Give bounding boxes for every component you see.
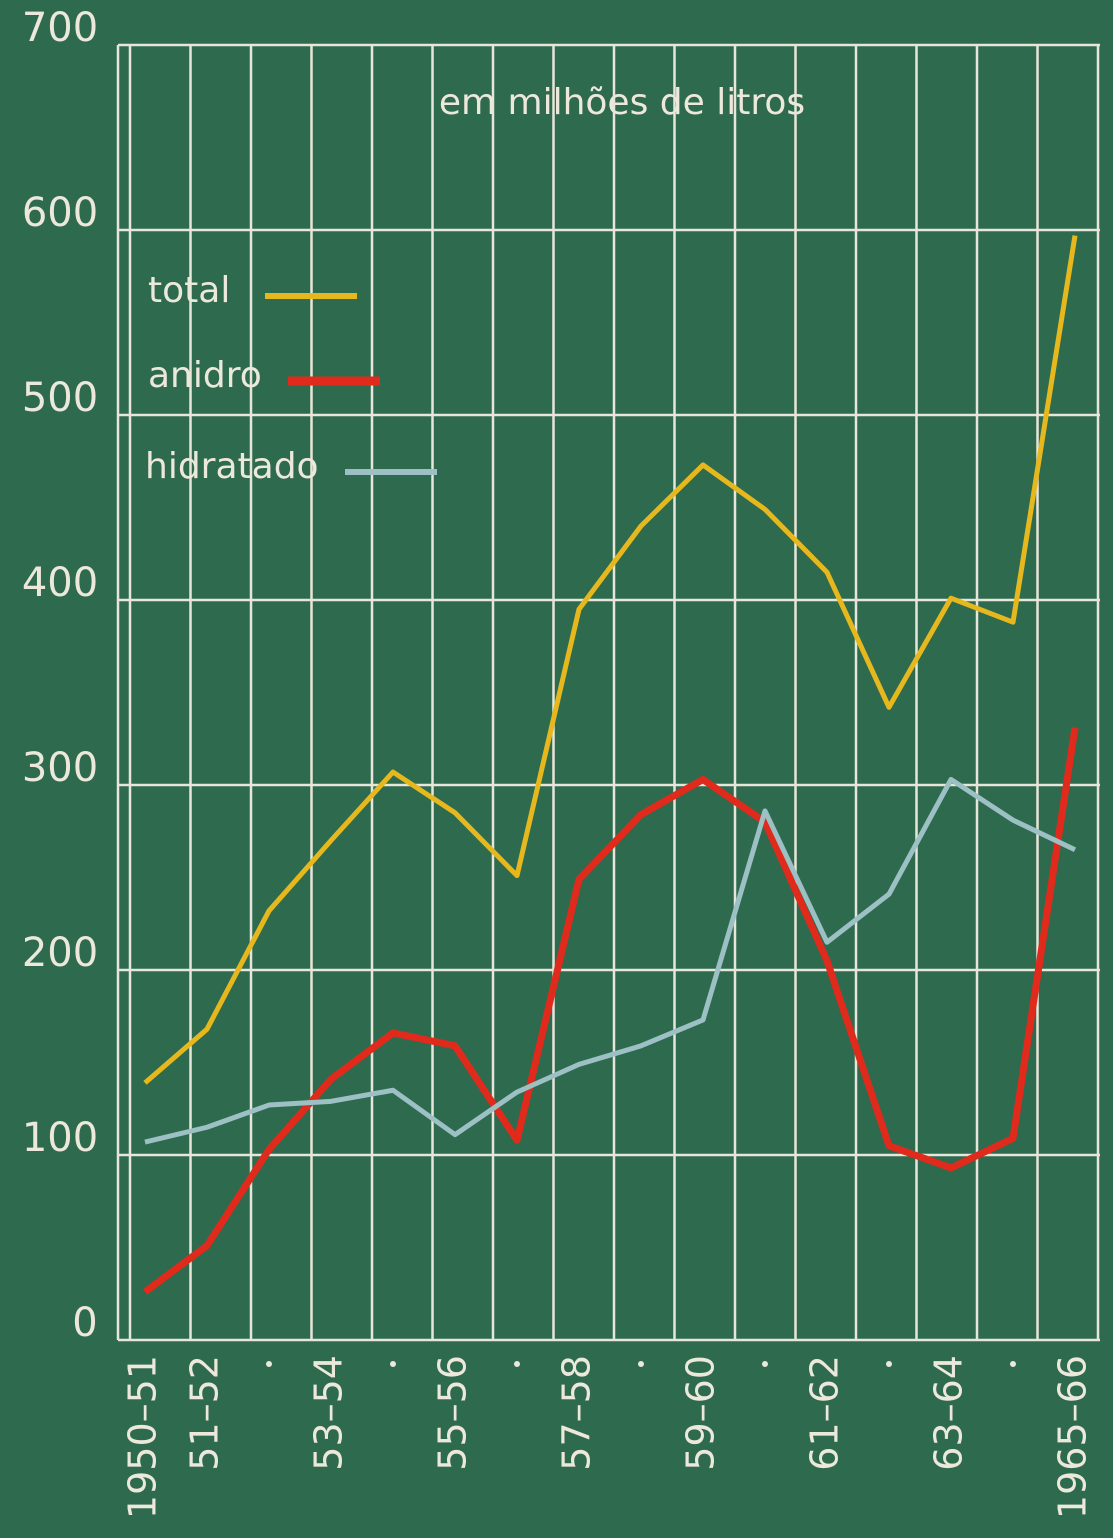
x-tick-dot <box>762 1361 768 1367</box>
y-tick-label: 600 <box>22 190 98 236</box>
x-tick-label: 51–52 <box>183 1355 227 1471</box>
y-tick-label: 100 <box>22 1115 98 1161</box>
y-tick-label: 200 <box>22 930 98 976</box>
x-tick-label: 53–54 <box>307 1355 351 1471</box>
y-tick-label: 700 <box>22 5 98 51</box>
legend-label: hidratado <box>145 446 319 487</box>
y-tick-label: 0 <box>72 1300 97 1346</box>
x-tick-dot <box>886 1361 892 1367</box>
x-tick-dot <box>514 1361 520 1367</box>
chart-title: em milhões de litros <box>439 82 805 123</box>
x-tick-label: 61–62 <box>803 1355 847 1471</box>
x-tick-label: 55–56 <box>431 1355 475 1471</box>
x-tick-label: 57–58 <box>555 1355 599 1471</box>
x-tick-dot <box>638 1361 644 1367</box>
legend-label: total <box>148 270 230 311</box>
y-tick-label: 300 <box>22 745 98 791</box>
series-line <box>144 776 1077 1145</box>
y-tick-label: 500 <box>22 375 98 421</box>
x-tick-dot <box>390 1361 396 1367</box>
x-tick-label: 59–60 <box>679 1355 723 1471</box>
x-tick-label: 63–64 <box>927 1355 971 1471</box>
series-line <box>142 727 1079 1295</box>
series-line <box>143 235 1078 1085</box>
legend-label: anidro <box>148 355 262 396</box>
x-tick-label: 1965–66 <box>1051 1355 1095 1519</box>
y-tick-label: 400 <box>22 560 98 606</box>
x-tick-dot <box>1010 1361 1016 1367</box>
x-tick-dot <box>266 1361 272 1367</box>
x-tick-label: 1950–51 <box>121 1355 165 1519</box>
